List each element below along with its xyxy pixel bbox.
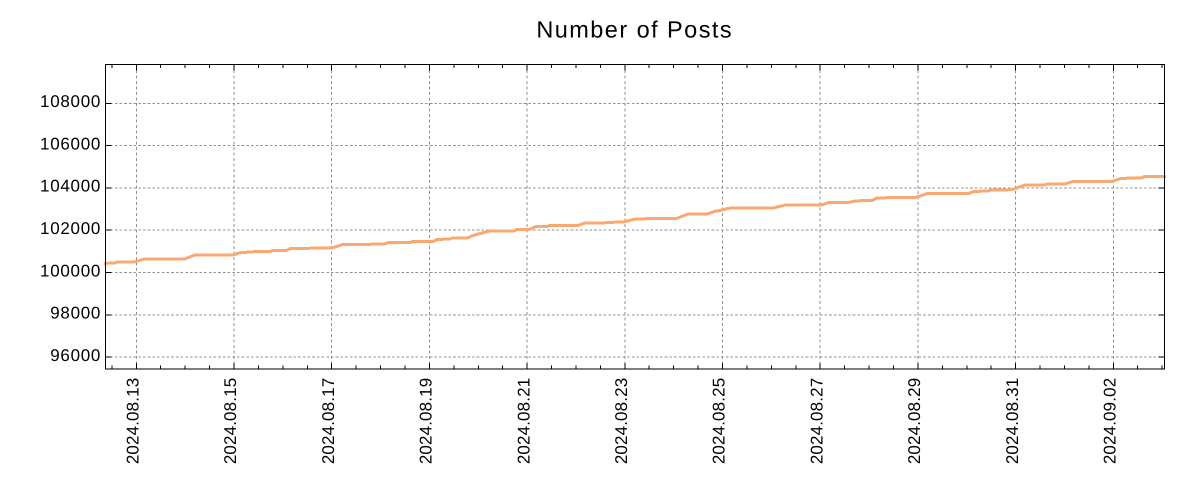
svg-text:2024.08.27: 2024.08.27 bbox=[807, 378, 826, 464]
svg-text:104000: 104000 bbox=[40, 177, 101, 196]
svg-text:2024.08.23: 2024.08.23 bbox=[612, 378, 631, 464]
svg-text:2024.08.29: 2024.08.29 bbox=[905, 378, 924, 464]
svg-text:2024.08.17: 2024.08.17 bbox=[319, 378, 338, 464]
svg-text:Number of Posts: Number of Posts bbox=[536, 17, 733, 43]
svg-text:108000: 108000 bbox=[40, 92, 101, 111]
svg-text:2024.08.25: 2024.08.25 bbox=[710, 378, 729, 464]
svg-text:2024.08.13: 2024.08.13 bbox=[124, 378, 143, 464]
svg-text:100000: 100000 bbox=[40, 261, 101, 280]
svg-text:2024.08.19: 2024.08.19 bbox=[417, 378, 436, 464]
svg-text:2024.08.31: 2024.08.31 bbox=[1003, 378, 1022, 464]
svg-text:96000: 96000 bbox=[50, 346, 101, 365]
svg-text:2024.08.21: 2024.08.21 bbox=[514, 378, 533, 464]
svg-text:2024.09.02: 2024.09.02 bbox=[1101, 378, 1120, 464]
svg-text:102000: 102000 bbox=[40, 219, 101, 238]
svg-text:98000: 98000 bbox=[50, 304, 101, 323]
svg-text:106000: 106000 bbox=[40, 134, 101, 153]
svg-text:2024.08.15: 2024.08.15 bbox=[221, 378, 240, 464]
